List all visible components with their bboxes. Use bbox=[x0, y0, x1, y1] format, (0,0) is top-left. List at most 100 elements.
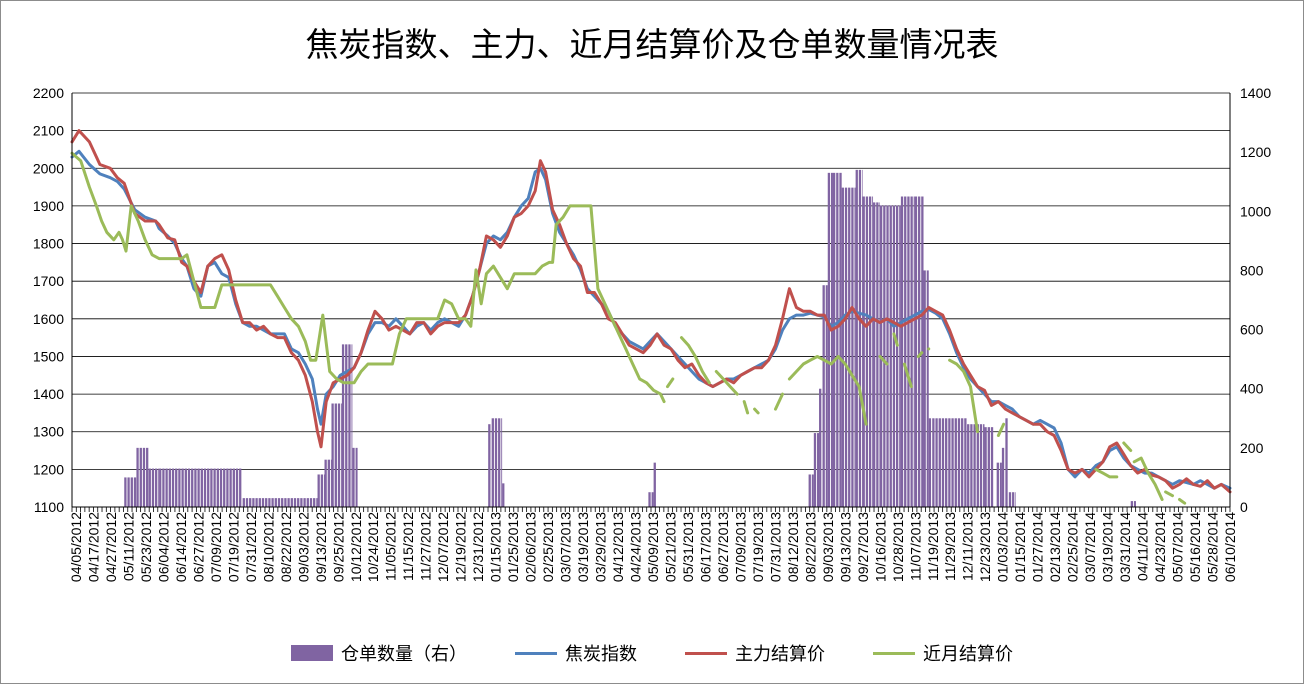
bar bbox=[1001, 447, 1005, 507]
bar bbox=[261, 498, 265, 507]
bar bbox=[836, 172, 839, 508]
bar bbox=[323, 474, 325, 507]
y-right-tick-label: 200 bbox=[1240, 440, 1264, 456]
x-tick-label: 11/29/2013 bbox=[942, 512, 958, 581]
bar bbox=[334, 403, 337, 507]
bar bbox=[330, 459, 332, 507]
bar bbox=[341, 403, 342, 507]
bar bbox=[961, 418, 964, 507]
x-tick-label: 11/27/2012 bbox=[418, 512, 434, 581]
x-tick-label: 11/15/2012 bbox=[400, 512, 416, 581]
x-tick-label: 10/24/2012 bbox=[365, 512, 381, 582]
x-tick-label: 12/31/2012 bbox=[470, 512, 486, 582]
x-tick-label: 03/31/2014 bbox=[1117, 512, 1133, 582]
bar bbox=[171, 468, 175, 507]
bar bbox=[862, 196, 865, 507]
y-left-tick-label: 1600 bbox=[33, 311, 64, 327]
x-tick-label: 11/19/2013 bbox=[925, 512, 941, 581]
line-near-month-settlement bbox=[892, 332, 899, 347]
bar bbox=[830, 172, 833, 508]
bar bbox=[862, 169, 863, 507]
x-tick-label: 04/27/2012 bbox=[103, 512, 119, 582]
bar bbox=[271, 498, 274, 507]
bar bbox=[320, 474, 324, 507]
line-near-month-settlement bbox=[1164, 490, 1174, 498]
legend-swatch-bar bbox=[291, 645, 333, 661]
bar bbox=[910, 196, 913, 507]
line-near-month-settlement bbox=[996, 422, 1006, 437]
bar bbox=[653, 462, 656, 507]
x-tick-label: 11/07/2013 bbox=[907, 512, 923, 581]
bar bbox=[293, 498, 297, 507]
bar bbox=[990, 427, 994, 507]
y-left-tick-label: 1800 bbox=[33, 236, 64, 252]
bar bbox=[651, 492, 654, 507]
x-tick-label: 04/23/2014 bbox=[1152, 512, 1168, 582]
x-tick-label: 04/05/2012 bbox=[68, 512, 84, 582]
line-near-month-settlement bbox=[948, 358, 979, 434]
line-near-month-settlement bbox=[1132, 456, 1164, 501]
x-tick-label: 01/25/2013 bbox=[505, 512, 521, 582]
bar bbox=[855, 169, 858, 507]
x-tick-label: 03/07/2013 bbox=[558, 512, 574, 582]
bar bbox=[226, 468, 229, 507]
bar bbox=[284, 498, 287, 507]
bar bbox=[839, 172, 842, 508]
y-left-tick-label: 1900 bbox=[33, 198, 64, 214]
bar bbox=[265, 498, 268, 507]
line-near-month-settlement bbox=[666, 377, 675, 389]
bar bbox=[822, 285, 825, 507]
bar bbox=[1133, 501, 1136, 507]
bar bbox=[239, 468, 242, 507]
y-left-tick-label: 2100 bbox=[33, 123, 64, 139]
bar bbox=[197, 468, 200, 507]
x-tick-label: 02/25/2013 bbox=[540, 512, 556, 582]
bar bbox=[200, 468, 203, 507]
bar bbox=[868, 196, 872, 507]
bar bbox=[970, 424, 973, 507]
y-right-tick-label: 600 bbox=[1240, 322, 1264, 338]
bar bbox=[159, 468, 162, 507]
bar bbox=[501, 418, 503, 507]
bar bbox=[851, 187, 854, 507]
bar bbox=[148, 468, 151, 507]
bar bbox=[331, 403, 334, 507]
x-tick-label: 11/05/2012 bbox=[383, 512, 399, 581]
legend-swatch-line bbox=[685, 651, 727, 655]
bar bbox=[162, 468, 165, 507]
line-near-month-settlement bbox=[714, 370, 739, 396]
bar bbox=[907, 196, 910, 507]
line-near-month-settlement bbox=[680, 336, 711, 385]
bar bbox=[168, 468, 171, 507]
bar bbox=[876, 202, 879, 507]
bar bbox=[984, 427, 987, 507]
bar bbox=[967, 424, 970, 507]
x-tick-label: 06/04/2012 bbox=[155, 512, 171, 582]
bar bbox=[488, 424, 491, 507]
bar bbox=[297, 498, 300, 507]
bar bbox=[817, 433, 820, 507]
bar bbox=[1005, 418, 1008, 507]
bar bbox=[281, 498, 284, 507]
x-tick-label: 03/19/2013 bbox=[575, 512, 591, 582]
bar bbox=[309, 498, 313, 507]
bar bbox=[213, 468, 216, 507]
bar bbox=[825, 285, 828, 507]
y-left-tick-label: 1100 bbox=[34, 499, 64, 515]
bar bbox=[1012, 492, 1015, 507]
bar bbox=[355, 447, 358, 507]
x-tick-label: 06/27/2013 bbox=[715, 512, 731, 582]
bar bbox=[146, 447, 149, 507]
x-tick-label: 08/10/2012 bbox=[260, 512, 276, 582]
bar bbox=[352, 447, 355, 507]
bar bbox=[844, 187, 848, 507]
bar bbox=[872, 196, 874, 507]
line-near-month-settlement bbox=[70, 151, 666, 404]
bar bbox=[502, 483, 505, 507]
x-tick-label: 09/25/2012 bbox=[330, 512, 346, 582]
line-near-month-settlement bbox=[787, 355, 868, 426]
legend-swatch-line bbox=[873, 651, 915, 655]
x-tick-label: 08/22/2013 bbox=[802, 512, 818, 582]
bar bbox=[926, 270, 929, 507]
